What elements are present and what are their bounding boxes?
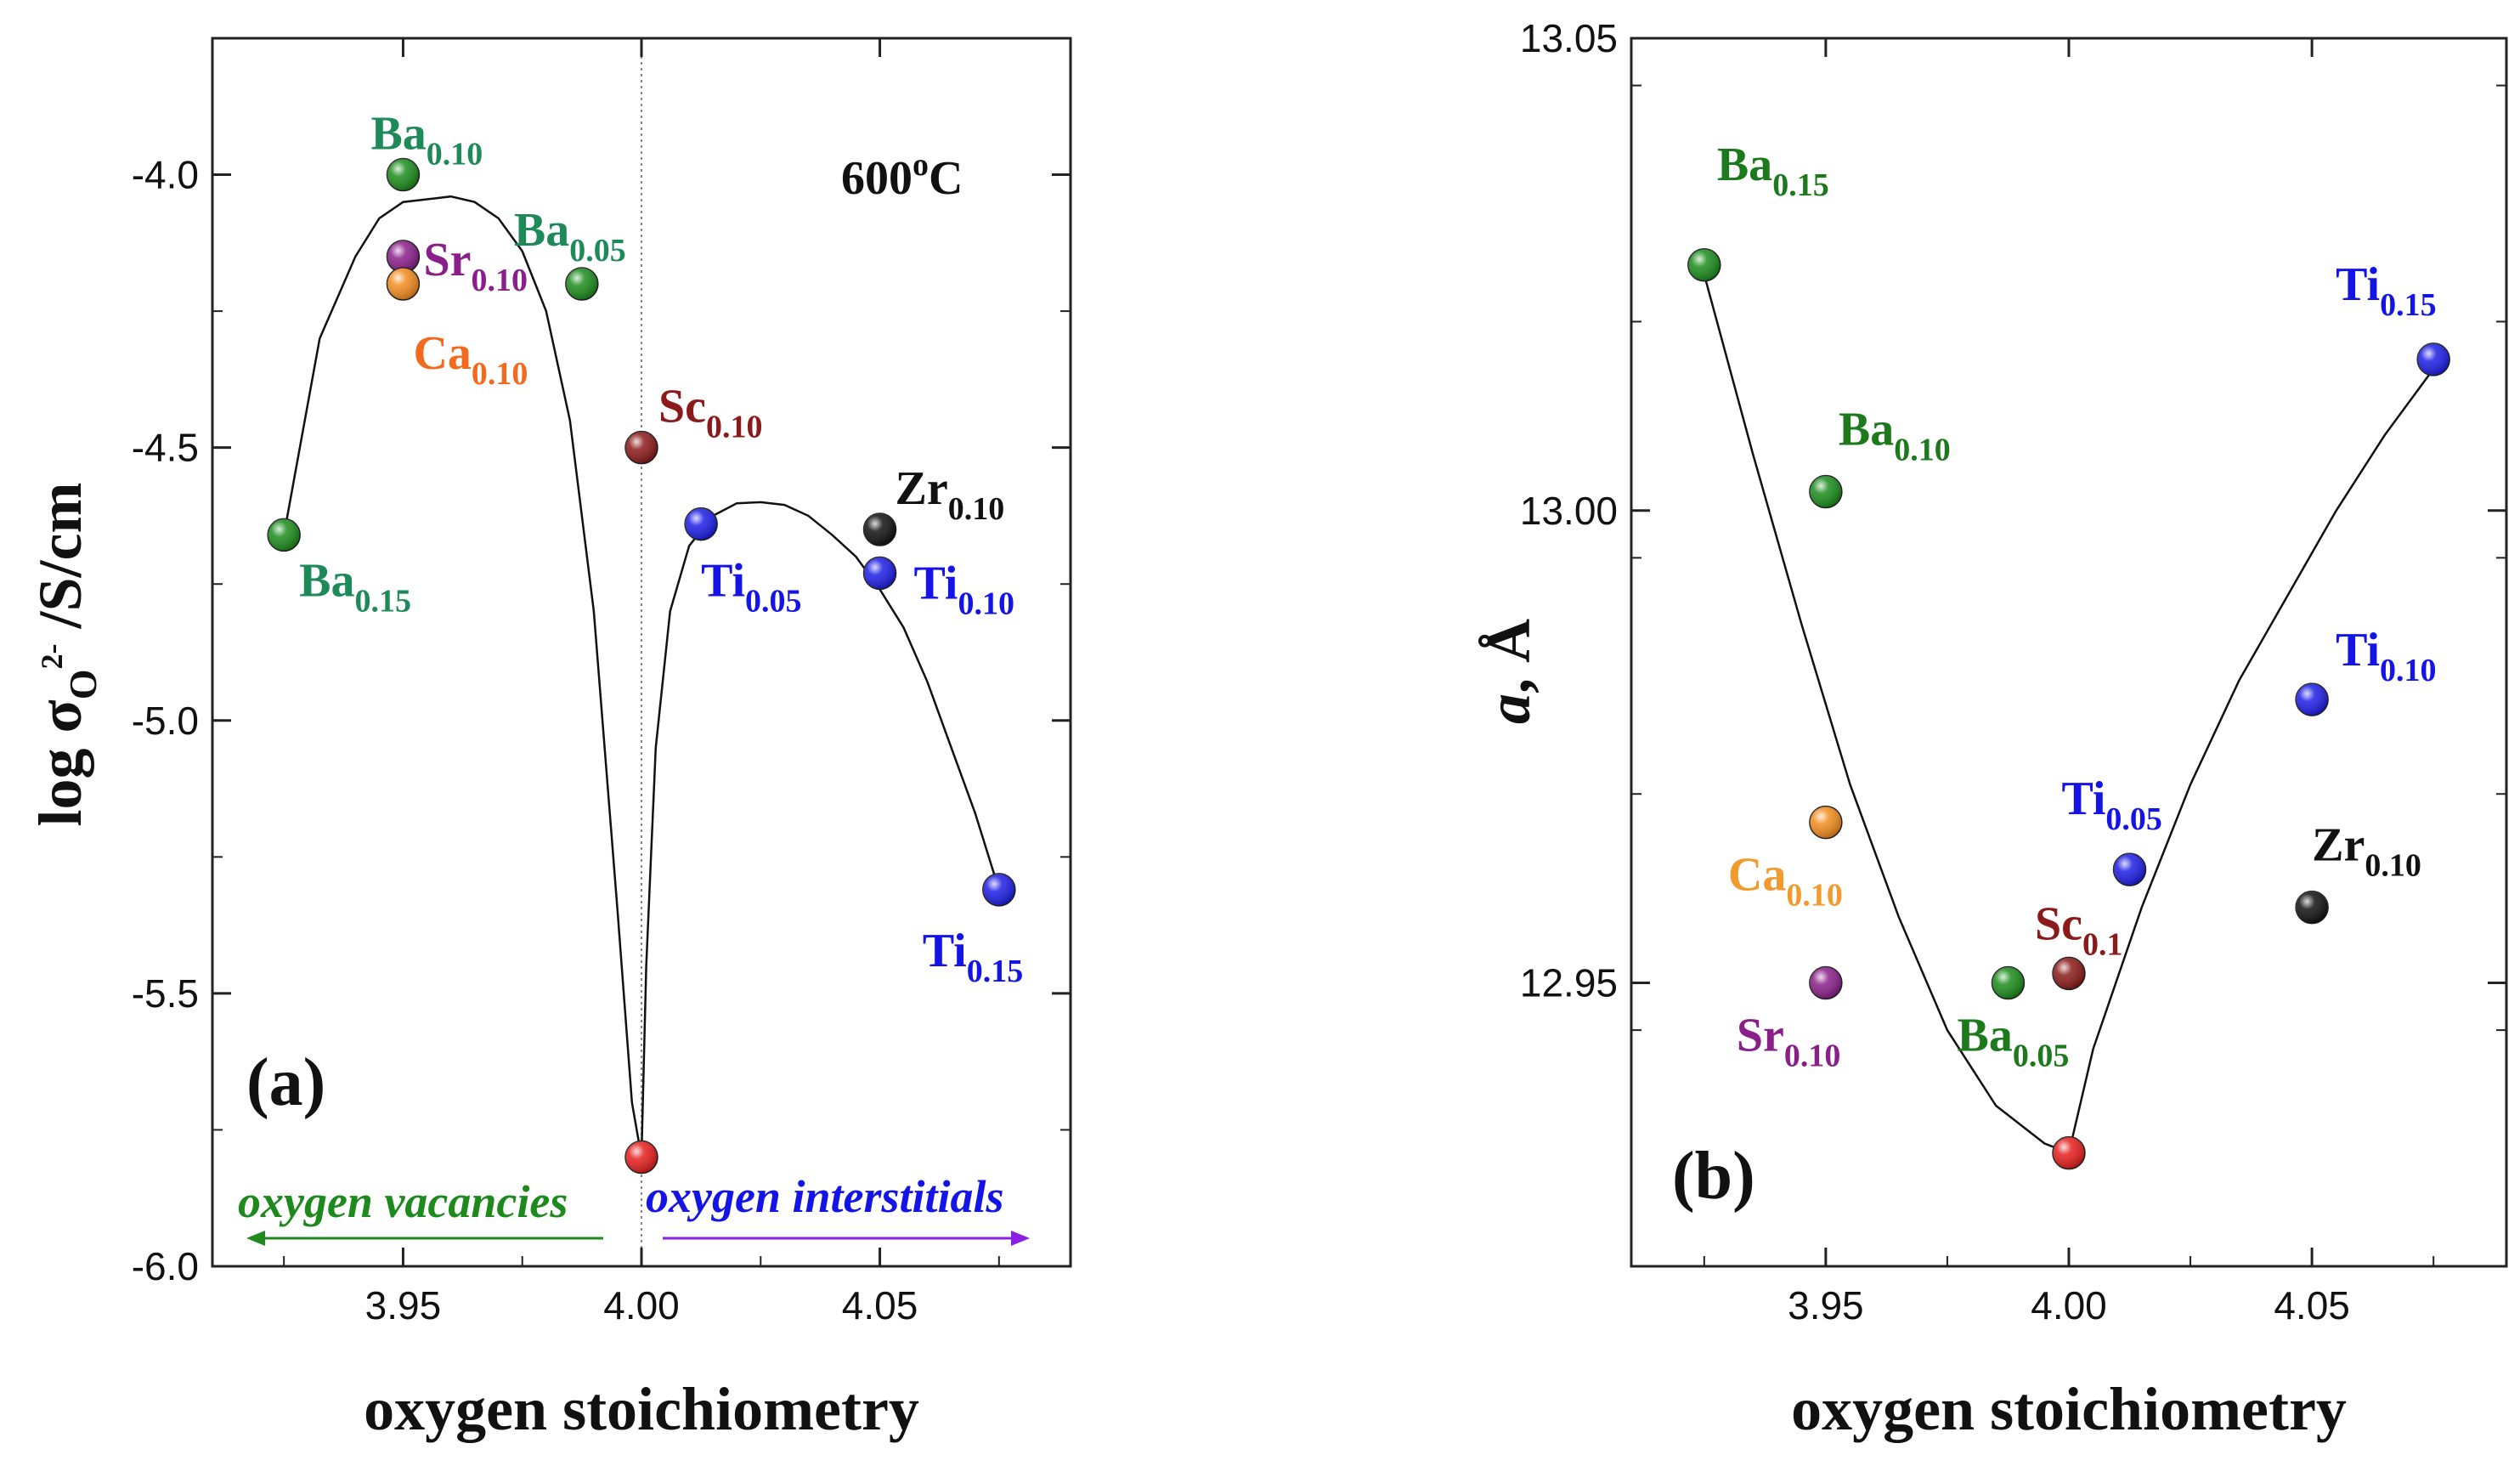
b-data-point-shine bbox=[1687, 248, 1720, 281]
b-point-label: Ba0.05 bbox=[1957, 1010, 2069, 1074]
a-data-point-shine bbox=[268, 518, 301, 552]
a-ytick-label: -5.5 bbox=[132, 971, 199, 1016]
a-data-point-shine bbox=[565, 268, 598, 300]
panel-b-chart: 3.95 4.00 4.05 13.05 13.00 12.95 Ba0.15 Ba0.1… bbox=[1475, 16, 2508, 1443]
panel-b-fit-curve bbox=[1703, 274, 2435, 1155]
b-data-point-shine bbox=[2296, 891, 2329, 924]
b-data-point-shine bbox=[1809, 475, 1842, 508]
b-ytick-label: 13.00 bbox=[1520, 489, 1618, 533]
panel-a-fit-right bbox=[640, 501, 1000, 1158]
a-data-point-shine bbox=[625, 1141, 658, 1174]
vacancies-arrow-head bbox=[246, 1231, 265, 1246]
interstitials-annotation: oxygen interstitials bbox=[646, 1171, 1004, 1222]
b-ytick-label: 13.05 bbox=[1520, 16, 1618, 60]
panel-b-ylabel: a, Å bbox=[1475, 619, 1543, 724]
a-data-point-shine bbox=[685, 507, 718, 541]
a-xtick-label: 4.00 bbox=[603, 1283, 680, 1327]
b-point-label: Zr0.10 bbox=[2312, 819, 2421, 884]
panel-a-chart: 3.95 4.00 4.05 -4.0 -4.5 -5.0 -5.5 -6.0 Ba0.15… bbox=[26, 37, 1072, 1443]
panel-a-ylabel: log σO2- /S/cm bbox=[26, 483, 105, 827]
b-point-label: Ba0.15 bbox=[1717, 139, 1829, 203]
panel-a-label: (a) bbox=[246, 1045, 325, 1120]
panel-a-fit-left bbox=[282, 195, 643, 1158]
b-xtick-label: 3.95 bbox=[1788, 1283, 1864, 1327]
b-data-point-shine bbox=[2296, 683, 2329, 716]
b-data-point-shine bbox=[2113, 853, 2146, 886]
b-data-point-shine bbox=[1809, 966, 1842, 999]
b-data-point-shine bbox=[1992, 966, 2025, 999]
b-xtick-label: 4.05 bbox=[2274, 1283, 2350, 1327]
a-data-point-shine bbox=[863, 513, 896, 546]
a-data-point-shine bbox=[982, 873, 1015, 906]
a-point-label: Ti0.10 bbox=[914, 557, 1014, 621]
a-data-point-shine bbox=[387, 268, 420, 300]
b-point-label: Ti0.05 bbox=[2062, 773, 2162, 837]
a-point-label: Ba0.10 bbox=[370, 108, 483, 173]
b-data-point-shine bbox=[2053, 1136, 2085, 1169]
panel-b-xlabel: oxygen stoichiometry bbox=[1791, 1375, 2347, 1443]
b-data-point-shine bbox=[1809, 806, 1842, 839]
a-point-label: Sr0.10 bbox=[423, 234, 528, 298]
a-ytick-label: -5.0 bbox=[132, 699, 199, 743]
b-point-label: Ti0.15 bbox=[2336, 258, 2436, 323]
b-point-label: Ba0.10 bbox=[1839, 404, 1951, 468]
b-point-label: Sc0.1 bbox=[2035, 897, 2123, 962]
b-data-point-shine bbox=[2053, 957, 2085, 990]
b-point-label: Sr0.10 bbox=[1737, 1010, 1841, 1074]
a-point-label: Ti0.15 bbox=[923, 925, 1023, 989]
vacancies-annotation: oxygen vacancies bbox=[238, 1176, 568, 1227]
a-data-point-shine bbox=[387, 240, 420, 273]
panel-a-xlabel: oxygen stoichiometry bbox=[364, 1375, 919, 1443]
b-xtick-label: 4.00 bbox=[2031, 1283, 2107, 1327]
a-data-point-shine bbox=[387, 158, 420, 191]
a-ytick-label: -4.0 bbox=[132, 153, 199, 197]
a-point-label: Ba0.15 bbox=[299, 554, 411, 619]
a-point-label: Ti0.05 bbox=[701, 555, 801, 620]
a-xtick-label: 3.95 bbox=[365, 1283, 442, 1327]
a-data-point-shine bbox=[863, 557, 896, 590]
a-point-label: Zr0.10 bbox=[896, 462, 1005, 527]
panel-b-label: (b) bbox=[1672, 1139, 1755, 1214]
b-ytick-label: 12.95 bbox=[1520, 961, 1618, 1005]
a-point-label: Ca0.10 bbox=[413, 327, 528, 392]
a-data-point-shine bbox=[625, 431, 658, 464]
b-point-label: Ti0.10 bbox=[2336, 624, 2436, 688]
interstitials-arrow-head bbox=[1011, 1231, 1030, 1246]
a-point-label: Sc0.10 bbox=[658, 381, 763, 445]
a-point-label: Ba0.05 bbox=[514, 204, 626, 269]
a-ytick-label: -6.0 bbox=[132, 1244, 199, 1288]
b-data-point-shine bbox=[2417, 342, 2450, 376]
a-ytick-label: -4.5 bbox=[132, 426, 199, 470]
b-point-label: Ca0.10 bbox=[1728, 849, 1843, 914]
panel-a-temperature: 600oC bbox=[841, 147, 963, 205]
a-xtick-label: 4.05 bbox=[842, 1283, 918, 1327]
